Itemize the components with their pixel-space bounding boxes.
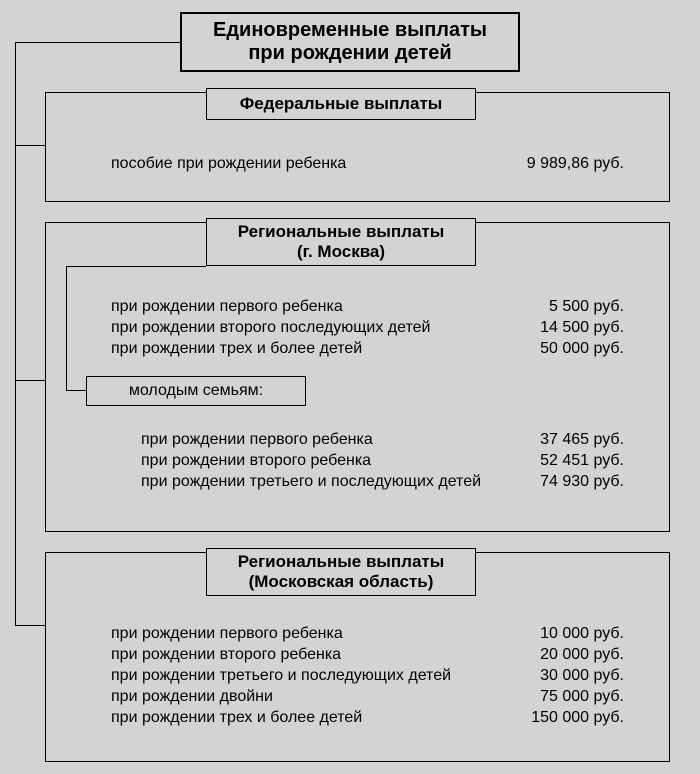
federal-row-0-value: 9 989,86 руб.	[527, 155, 624, 173]
section-federal-title: Федеральные выплаты	[206, 88, 476, 120]
oblast-row-4-value: 150 000 руб.	[531, 709, 624, 727]
moscow-row-0-value: 5 500 руб.	[549, 298, 624, 316]
oblast-row-3-value: 75 000 руб.	[540, 688, 624, 706]
moscow-yf-row-0: при рождении первого ребенка 37 465 руб.	[141, 431, 624, 449]
section-federal-frame: Федеральные выплаты пособие при рождении…	[45, 92, 670, 202]
section-federal-title-text: Федеральные выплаты	[240, 94, 443, 114]
main-title-box: Единовременные выплаты при рождении дете…	[180, 12, 520, 72]
moscow-row-0: при рождении первого ребенка 5 500 руб.	[111, 298, 624, 316]
moscow-row-1-label: при рождении второго последующих детей	[111, 319, 431, 337]
oblast-row-1-label: при рождении второго ребенка	[111, 646, 341, 664]
section-oblast-title-l2: (Московская область)	[249, 572, 434, 592]
section-oblast-title-l1: Региональные выплаты	[238, 552, 445, 572]
oblast-row-2-value: 30 000 руб.	[540, 667, 624, 685]
oblast-row-0: при рождении первого ребенка 10 000 руб.	[111, 625, 624, 643]
oblast-row-4-label: при рождении трех и более детей	[111, 709, 362, 727]
moscow-yf-row-1: при рождении второго ребенка 52 451 руб.	[141, 452, 624, 470]
oblast-row-1: при рождении второго ребенка 20 000 руб.	[111, 646, 624, 664]
oblast-row-1-value: 20 000 руб.	[540, 646, 624, 664]
oblast-row-3: при рождении двойни 75 000 руб.	[111, 688, 624, 706]
moscow-yf-row-1-label: при рождении второго ребенка	[141, 452, 371, 470]
oblast-row-4: при рождении трех и более детей 150 000 …	[111, 709, 624, 727]
federal-row-0-label: пособие при рождении ребенка	[111, 155, 346, 173]
section-moscow-title-l2: (г. Москва)	[297, 242, 385, 262]
section-oblast-frame: Региональные выплаты (Московская область…	[45, 552, 670, 762]
section-moscow-title-l1: Региональные выплаты	[238, 222, 445, 242]
federal-row-0: пособие при рождении ребенка 9 989,86 ру…	[111, 155, 624, 173]
main-title-line1: Единовременные выплаты	[213, 19, 487, 42]
moscow-yf-row-2: при рождении третьего и последующих дете…	[141, 473, 624, 491]
section-moscow-title: Региональные выплаты (г. Москва)	[206, 218, 476, 266]
main-title-line2: при рождении детей	[248, 42, 451, 65]
oblast-row-2-label: при рождении третьего и последующих дете…	[111, 667, 451, 685]
moscow-row-2-label: при рождении трех и более детей	[111, 340, 362, 358]
moscow-yf-row-2-value: 74 930 руб.	[540, 473, 624, 491]
section-oblast-title: Региональные выплаты (Московская область…	[206, 548, 476, 596]
oblast-row-0-label: при рождении первого ребенка	[111, 625, 343, 643]
moscow-row-1: при рождении второго последующих детей 1…	[111, 319, 624, 337]
moscow-yf-row-0-label: при рождении первого ребенка	[141, 431, 373, 449]
moscow-yf-row-1-value: 52 451 руб.	[540, 452, 624, 470]
oblast-row-3-label: при рождении двойни	[111, 688, 273, 706]
moscow-row-0-label: при рождении первого ребенка	[111, 298, 343, 316]
moscow-row-2-value: 50 000 руб.	[540, 340, 624, 358]
moscow-yf-row-0-value: 37 465 руб.	[540, 431, 624, 449]
oblast-row-2: при рождении третьего и последующих дете…	[111, 667, 624, 685]
moscow-yf-row-2-label: при рождении третьего и последующих дете…	[141, 473, 481, 491]
moscow-row-2: при рождении трех и более детей 50 000 р…	[111, 340, 624, 358]
oblast-row-0-value: 10 000 руб.	[540, 625, 624, 643]
section-moscow-frame: Региональные выплаты (г. Москва) при рож…	[45, 222, 670, 532]
moscow-young-families-title-box: молодым семьям:	[86, 376, 306, 406]
moscow-row-1-value: 14 500 руб.	[540, 319, 624, 337]
moscow-young-families-title: молодым семьям:	[129, 382, 263, 400]
